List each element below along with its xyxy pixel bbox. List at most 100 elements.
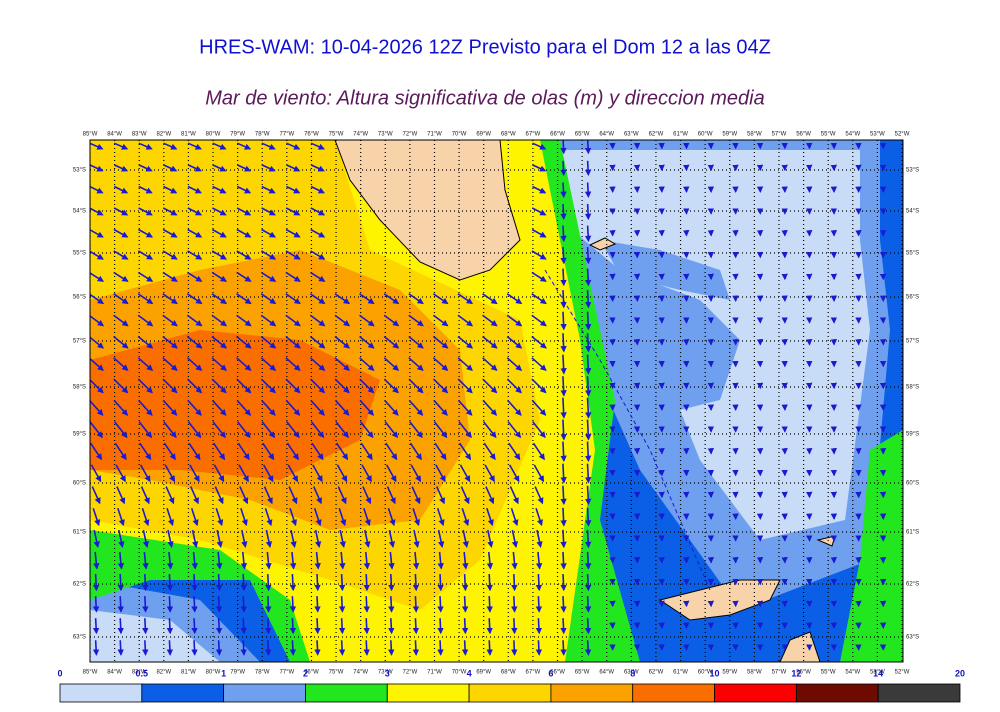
- longitude-label: 70°W: [452, 670, 467, 676]
- direction-arrow: [588, 596, 589, 611]
- direction-arrow: [391, 640, 392, 654]
- direction-arrow: [563, 596, 564, 611]
- direction-arrow: [219, 574, 220, 590]
- longitude-label: 55°W: [821, 670, 836, 676]
- direction-arrow: [588, 376, 589, 395]
- direction-arrow: [563, 312, 564, 329]
- direction-arrow: [317, 574, 318, 590]
- colorbar-swatch: [387, 684, 469, 702]
- direction-arrow: [120, 640, 121, 654]
- latitude-label: 53°S: [73, 168, 86, 174]
- longitude-label: 69°W: [476, 670, 491, 676]
- direction-arrow: [194, 618, 195, 633]
- direction-arrow: [268, 574, 269, 590]
- longitude-label: 54°W: [845, 670, 860, 676]
- direction-arrow: [415, 618, 416, 633]
- longitude-label: 52°W: [895, 132, 910, 138]
- direction-arrow: [465, 574, 466, 590]
- direction-arrow: [169, 618, 170, 633]
- direction-arrow: [415, 574, 416, 590]
- direction-arrow: [563, 442, 564, 461]
- latitude-label: 55°S: [73, 251, 86, 257]
- latitude-label: 63°S: [73, 635, 86, 641]
- direction-arrow: [489, 618, 490, 633]
- longitude-label: 52°W: [895, 670, 910, 676]
- colorbar-swatch: [469, 684, 551, 702]
- direction-arrow: [514, 596, 515, 611]
- direction-arrow: [292, 574, 293, 590]
- direction-arrow: [120, 596, 121, 611]
- direction-arrow: [563, 139, 564, 153]
- direction-arrow: [96, 596, 97, 611]
- longitude-label: 74°W: [353, 670, 368, 676]
- longitude-label: 64°W: [599, 132, 614, 138]
- longitude-label: 55°W: [821, 132, 836, 138]
- latitude-label: 61°S: [73, 530, 86, 536]
- latitude-label: 62°S: [906, 582, 919, 588]
- direction-arrow: [317, 618, 318, 633]
- direction-arrow: [120, 618, 121, 633]
- longitude-label: 69°W: [476, 132, 491, 138]
- direction-arrow: [440, 574, 441, 590]
- longitude-label: 83°W: [132, 132, 147, 138]
- direction-arrow: [317, 640, 318, 654]
- colorbar-swatch: [305, 684, 387, 702]
- direction-arrow: [145, 640, 146, 654]
- latitude-label: 54°S: [73, 209, 86, 215]
- direction-arrow: [243, 640, 244, 654]
- direction-arrow: [563, 247, 564, 263]
- longitude-label: 85°W: [83, 670, 98, 676]
- direction-arrow: [489, 640, 490, 654]
- direction-arrow: [96, 574, 97, 590]
- longitude-label: 82°W: [156, 670, 171, 676]
- longitude-label: 79°W: [230, 132, 245, 138]
- longitude-label: 71°W: [427, 132, 442, 138]
- direction-arrow: [415, 596, 416, 611]
- direction-arrow: [219, 596, 220, 611]
- latitude-label: 56°S: [73, 295, 86, 301]
- longitude-label: 65°W: [575, 132, 590, 138]
- longitude-label: 60°W: [698, 132, 713, 138]
- direction-arrow: [563, 161, 564, 175]
- longitude-label: 76°W: [304, 132, 319, 138]
- longitude-label: 57°W: [772, 670, 787, 676]
- direction-arrow: [588, 464, 589, 483]
- direction-arrow: [588, 269, 589, 285]
- colorbar-label: 2: [303, 668, 308, 678]
- direction-arrow: [588, 552, 589, 568]
- colorbar-label: 12: [791, 668, 801, 678]
- longitude-label: 54°W: [845, 132, 860, 138]
- longitude-label: 81°W: [181, 132, 196, 138]
- direction-arrow: [440, 618, 441, 633]
- colorbar-swatch: [878, 684, 960, 702]
- longitude-label: 85°W: [83, 132, 98, 138]
- direction-arrow: [588, 398, 589, 418]
- longitude-label: 80°W: [206, 670, 221, 676]
- longitude-label: 78°W: [255, 670, 270, 676]
- direction-arrow: [514, 640, 515, 654]
- longitude-label: 65°W: [575, 670, 590, 676]
- colorbar-swatch: [796, 684, 878, 702]
- direction-arrow: [440, 596, 441, 611]
- direction-arrow: [120, 574, 121, 590]
- longitude-label: 67°W: [526, 132, 541, 138]
- longitude-label: 73°W: [378, 132, 393, 138]
- longitude-label: 77°W: [279, 132, 294, 138]
- latitude-label: 58°S: [906, 385, 919, 391]
- direction-arrow: [219, 618, 220, 633]
- direction-arrow: [366, 596, 367, 611]
- direction-arrow: [588, 618, 589, 633]
- longitude-label: 58°W: [747, 132, 762, 138]
- longitude-label: 75°W: [329, 670, 344, 676]
- direction-arrow: [538, 574, 539, 590]
- direction-arrow: [268, 596, 269, 611]
- longitude-label: 53°W: [870, 132, 885, 138]
- direction-arrow: [194, 640, 195, 654]
- direction-arrow: [366, 640, 367, 654]
- direction-arrow: [317, 596, 318, 611]
- direction-arrow: [563, 398, 564, 418]
- title: HRES-WAM: 10-04-2026 12Z Previsto para e…: [199, 36, 771, 58]
- longitude-label: 75°W: [329, 132, 344, 138]
- direction-arrow: [538, 640, 539, 654]
